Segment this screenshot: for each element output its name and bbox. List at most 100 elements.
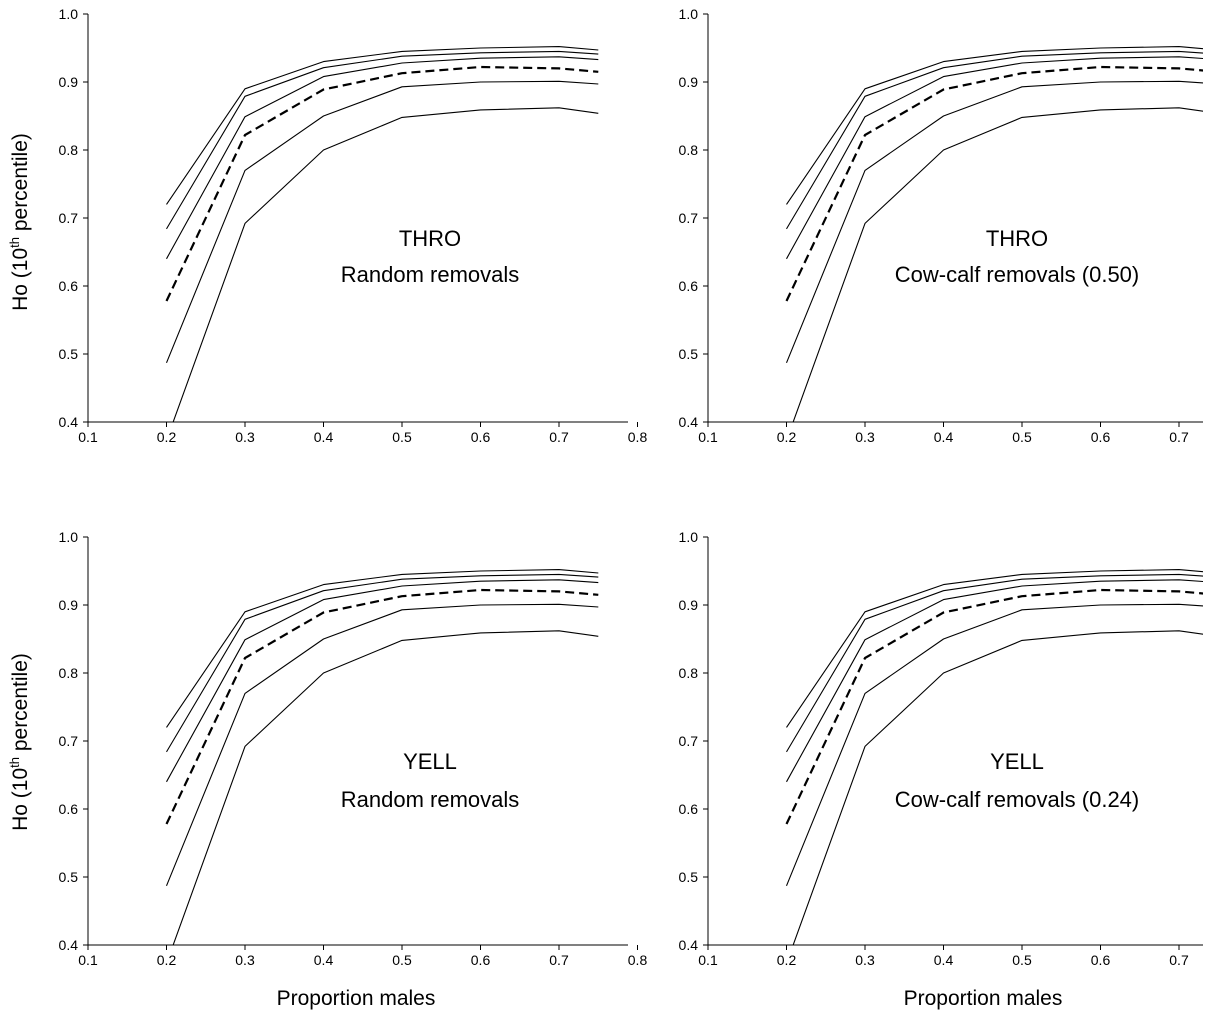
- x-tick-label: 0.3: [855, 952, 875, 968]
- y-tick-label: 0.5: [679, 869, 699, 885]
- series-group: [785, 569, 1203, 945]
- y-tick-label: 0.7: [679, 733, 699, 749]
- y-tick-label: 0.8: [679, 665, 699, 681]
- y-tick-label: 0.7: [679, 210, 699, 226]
- series-line-6: [792, 630, 1203, 945]
- x-tick-label: 0.5: [392, 429, 412, 445]
- series-line-6: [792, 107, 1203, 422]
- x-axis-label-right: Proportion males: [904, 987, 1063, 1010]
- panel-label-population: THRO: [986, 226, 1048, 251]
- panel-label-scenario: Cow-calf removals (0.50): [895, 262, 1140, 287]
- series-line-4: [165, 65, 599, 302]
- x-tick-label: 0.7: [549, 429, 569, 445]
- x-tick-label: 0.2: [777, 952, 797, 968]
- y-tick-label: 0.8: [59, 665, 79, 681]
- series-group: [785, 46, 1203, 422]
- x-tick-label: 0.5: [1012, 429, 1032, 445]
- chart-panel-1: 0.4 0.5 0.6 0.7 0.8 0.9 1.0 0.1 0.2 0.3 0.4 0.5 0.6 0…: [59, 6, 648, 445]
- y-tick-label: 0.7: [59, 733, 79, 749]
- x-tick-label: 0.4: [934, 429, 954, 445]
- y-tick-label: 0.4: [679, 937, 699, 953]
- y-tick-label: 1.0: [679, 529, 699, 545]
- x-tick-label: 0.7: [549, 952, 569, 968]
- x-tick-label: 0.2: [777, 429, 797, 445]
- series-line-4: [785, 588, 1203, 825]
- y-axis-label-tail: percentile): [9, 133, 32, 237]
- x-tick-label: 0.8: [628, 429, 648, 445]
- y-tick-label: 0.8: [679, 142, 699, 158]
- chart-panel-3: 0.4 0.5 0.6 0.7 0.8 0.9 1.0 0.1 0.2 0.3 0.4 0.5 0.6 0…: [59, 529, 648, 968]
- y-axis-label-tail: percentile): [9, 653, 32, 757]
- y-tick-label: 0.8: [59, 142, 79, 158]
- x-tick-label: 0.2: [157, 952, 177, 968]
- y-tick-label: 0.6: [59, 278, 79, 294]
- panel-label-population: THRO: [399, 226, 461, 251]
- y-tick-label: 0.6: [679, 801, 699, 817]
- y-axis-label-bottom: Ho (10th percentile): [7, 653, 32, 831]
- chart-panel-4: 0.4 0.5 0.6 0.7 0.8 0.9 1.0 0.1 0.2 0.3 0.4 0.5 0.6 0…: [679, 529, 1203, 968]
- series-line-3: [166, 56, 599, 260]
- y-tick-label: 1.0: [679, 6, 699, 22]
- series-line-3: [786, 56, 1203, 260]
- x-tick-label: 0.3: [235, 952, 255, 968]
- y-tick-label: 0.7: [59, 210, 79, 226]
- series-line-6: [172, 107, 599, 422]
- x-tick-label: 0.6: [471, 952, 491, 968]
- series-line-4: [785, 65, 1203, 302]
- series-line-1: [166, 569, 599, 728]
- y-tick-label: 1.0: [59, 529, 79, 545]
- y-tick-label: 0.6: [59, 801, 79, 817]
- y-axis-label-main: Ho (10: [9, 768, 32, 831]
- series-line-6: [172, 630, 599, 945]
- x-tick-label: 0.6: [471, 429, 491, 445]
- series-line-2: [166, 573, 599, 753]
- y-tick-label: 0.5: [59, 869, 79, 885]
- panel-label-scenario: Random removals: [341, 262, 520, 287]
- series-line-2: [786, 573, 1203, 753]
- y-tick-label: 0.4: [59, 937, 79, 953]
- y-tick-label: 0.4: [59, 414, 79, 430]
- y-tick-label: 0.6: [679, 278, 699, 294]
- y-tick-label: 0.9: [59, 74, 79, 90]
- y-axis-label-top: Ho (10th percentile): [7, 133, 32, 311]
- series-group: [165, 569, 599, 945]
- y-tick-label: 0.9: [679, 597, 699, 613]
- series-group: [165, 46, 599, 422]
- panel-label-scenario: Random removals: [341, 787, 520, 812]
- y-tick-label: 0.5: [59, 346, 79, 362]
- x-tick-label: 0.6: [1091, 952, 1111, 968]
- x-tick-label: 0.4: [314, 952, 334, 968]
- x-tick-label: 0.3: [855, 429, 875, 445]
- x-tick-label: 0.7: [1169, 952, 1189, 968]
- y-axis-label-sup: th: [7, 237, 22, 248]
- x-tick-label: 0.4: [314, 429, 334, 445]
- series-line-3: [166, 579, 599, 783]
- x-tick-label: 0.3: [235, 429, 255, 445]
- y-axis-label-sup: th: [7, 757, 22, 768]
- panel-label-scenario: Cow-calf removals (0.24): [895, 787, 1140, 812]
- series-line-5: [785, 80, 1203, 364]
- x-tick-label: 0.5: [392, 952, 412, 968]
- y-tick-label: 0.9: [59, 597, 79, 613]
- y-tick-label: 0.4: [679, 414, 699, 430]
- series-line-5: [165, 603, 599, 887]
- y-tick-label: 1.0: [59, 6, 79, 22]
- x-tick-label: 0.8: [628, 952, 648, 968]
- x-tick-label: 0.4: [934, 952, 954, 968]
- x-tick-label: 0.7: [1169, 429, 1189, 445]
- x-tick-label: 0.6: [1091, 429, 1111, 445]
- x-tick-label: 0.1: [78, 429, 98, 445]
- series-line-4: [165, 588, 599, 825]
- series-line-2: [166, 50, 599, 230]
- panel-label-population: YELL: [990, 749, 1044, 774]
- series-line-1: [166, 46, 599, 205]
- series-line-1: [786, 46, 1203, 205]
- y-tick-label: 0.9: [679, 74, 699, 90]
- x-tick-label: 0.1: [698, 952, 718, 968]
- series-line-5: [165, 80, 599, 364]
- x-tick-label: 0.5: [1012, 952, 1032, 968]
- chart-panel-2: 0.4 0.5 0.6 0.7 0.8 0.9 1.0 0.1 0.2 0.3 0.4 0.5 0.6 0…: [679, 6, 1203, 445]
- y-axis-label-main: Ho (10: [9, 248, 32, 311]
- panel-label-population: YELL: [403, 749, 457, 774]
